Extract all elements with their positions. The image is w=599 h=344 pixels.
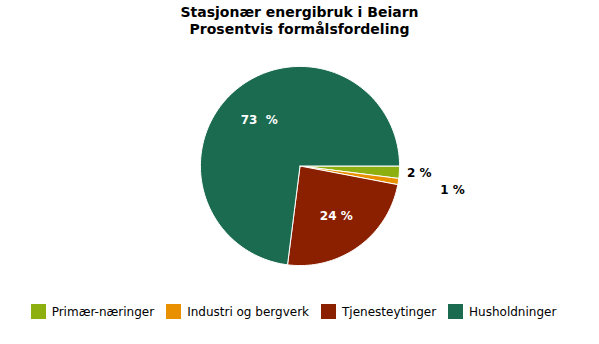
svg-text:73 %: 73 % — [241, 113, 278, 127]
html-text:Stasjonær energibruk i Beiarn: Stasjonær energibruk i Beiarn — [180, 4, 419, 20]
html-text:Industri og bergverk: Industri og bergverk — [187, 304, 309, 319]
html-text:Prosentvis formålsfordeling: Prosentvis formålsfordeling — [189, 21, 410, 37]
svg-text:2 %: 2 % — [407, 166, 432, 180]
svg-text:1 %: 1 % — [440, 183, 465, 197]
svg-text:24 %: 24 % — [320, 209, 353, 223]
html-text:Husholdninger: Husholdninger — [469, 304, 557, 319]
html-text:Tjenesteytinger: Tjenesteytinger — [342, 304, 437, 319]
html-text:Primær-næringer: Primær-næringer — [51, 304, 155, 319]
